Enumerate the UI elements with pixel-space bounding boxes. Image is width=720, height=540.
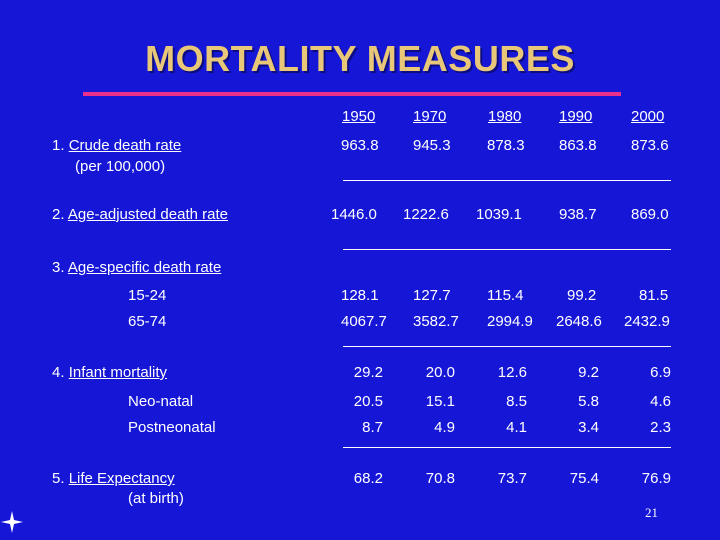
age-adjusted-value-1980: 1039.1 bbox=[476, 206, 522, 223]
postneonatal-value-2000: 2.3 bbox=[650, 419, 671, 436]
postneonatal-value-1950: 8.7 bbox=[362, 419, 383, 436]
age-adjusted-value-2000: 869.0 bbox=[631, 206, 669, 223]
infant-value-1970: 20.0 bbox=[425, 364, 455, 381]
four-point-star-icon bbox=[0, 510, 24, 534]
infant-value-1990: 9.2 bbox=[578, 364, 599, 381]
row-number: 1. bbox=[52, 137, 69, 154]
life-value-1990: 75.4 bbox=[569, 470, 599, 487]
age-group-15-24-label: 15-24 bbox=[128, 287, 167, 304]
age-65-74-value-1980: 2994.9 bbox=[487, 313, 533, 330]
age-65-74-value-1970: 3582.7 bbox=[413, 313, 459, 330]
age-15-24-value-1980: 115.4 bbox=[487, 287, 524, 304]
age-15-24-value-1990: 99.2 bbox=[567, 287, 597, 304]
life-value-1980: 73.7 bbox=[497, 470, 527, 487]
row-number: 3. bbox=[52, 259, 68, 276]
age-15-24-value-1970: 127.7 bbox=[413, 287, 451, 304]
neo-natal-value-1980: 8.5 bbox=[506, 393, 527, 410]
year-header-1950: 1950 bbox=[342, 108, 376, 125]
life-expectancy-label: 5. Life Expectancy bbox=[52, 470, 175, 488]
crude-value-2000: 873.6 bbox=[631, 137, 669, 154]
separator-rule bbox=[343, 249, 671, 250]
age-adjusted-title: Age-adjusted death rate bbox=[67, 206, 228, 223]
crude-value-1980: 878.3 bbox=[487, 137, 525, 154]
row-number: 2. bbox=[52, 206, 68, 223]
year-header-1980: 1980 bbox=[488, 108, 522, 125]
postneonatal-value-1990: 3.4 bbox=[578, 419, 599, 436]
postneonatal-value-1970: 4.9 bbox=[434, 419, 455, 436]
postneonatal-label: Postneonatal bbox=[128, 419, 216, 436]
crude-value-1950: 963.8 bbox=[341, 137, 379, 154]
age-specific-label: 3. Age-specific death rate bbox=[52, 259, 221, 277]
crude-death-rate-title: Crude death rate bbox=[68, 137, 182, 154]
separator-rule bbox=[343, 447, 671, 448]
age-adjusted-value-1990: 938.7 bbox=[559, 206, 597, 223]
age-group-65-74-label: 65-74 bbox=[128, 313, 167, 330]
neo-natal-value-1950: 20.5 bbox=[353, 393, 383, 410]
age-15-24-value-1950: 128.1 bbox=[341, 287, 379, 304]
page-number: 21 bbox=[645, 505, 658, 520]
life-value-1950: 68.2 bbox=[353, 470, 383, 487]
crude-value-1970: 945.3 bbox=[413, 137, 451, 154]
infant-mortality-label: 4. Infant mortality bbox=[52, 364, 167, 382]
infant-value-1980: 12.6 bbox=[497, 364, 527, 381]
title-underline-bar bbox=[83, 92, 621, 96]
infant-mortality-title: Infant mortality bbox=[68, 364, 168, 381]
separator-rule bbox=[343, 180, 671, 181]
age-adjusted-label: 2. Age-adjusted death rate bbox=[52, 206, 228, 224]
life-value-1970: 70.8 bbox=[425, 470, 455, 487]
life-expectancy-title: Life Expectancy bbox=[68, 470, 175, 487]
neo-natal-value-1970: 15.1 bbox=[425, 393, 455, 410]
life-expectancy-sublabel: (at birth) bbox=[128, 490, 184, 507]
age-adjusted-value-1970: 1222.6 bbox=[403, 206, 449, 223]
year-header-2000: 2000 bbox=[631, 108, 665, 125]
slide-title: MORTALITY MEASURES bbox=[145, 38, 575, 79]
row-number: 5. bbox=[52, 470, 69, 487]
life-value-2000: 76.9 bbox=[641, 470, 671, 487]
year-header-1970: 1970 bbox=[413, 108, 447, 125]
age-specific-title: Age-specific death rate bbox=[67, 259, 222, 276]
infant-value-1950: 29.2 bbox=[353, 364, 383, 381]
infant-value-2000: 6.9 bbox=[650, 364, 671, 381]
age-65-74-value-1950: 4067.7 bbox=[341, 313, 387, 330]
neo-natal-label: Neo-natal bbox=[128, 393, 194, 410]
separator-rule bbox=[343, 346, 671, 347]
age-65-74-value-2000: 2432.9 bbox=[624, 313, 670, 330]
crude-death-rate-label: 1. Crude death rate bbox=[52, 137, 181, 155]
row-number: 4. bbox=[52, 364, 69, 381]
crude-death-rate-sublabel: (per 100,000) bbox=[75, 158, 166, 175]
age-65-74-value-1990: 2648.6 bbox=[556, 313, 602, 330]
crude-value-1990: 863.8 bbox=[559, 137, 597, 154]
age-adjusted-value-1950: 1446.0 bbox=[331, 206, 377, 223]
age-15-24-value-2000: 81.5 bbox=[639, 287, 669, 304]
postneonatal-value-1980: 4.1 bbox=[506, 419, 527, 436]
year-header-1990: 1990 bbox=[559, 108, 593, 125]
neo-natal-value-1990: 5.8 bbox=[578, 393, 599, 410]
neo-natal-value-2000: 4.6 bbox=[650, 393, 671, 410]
